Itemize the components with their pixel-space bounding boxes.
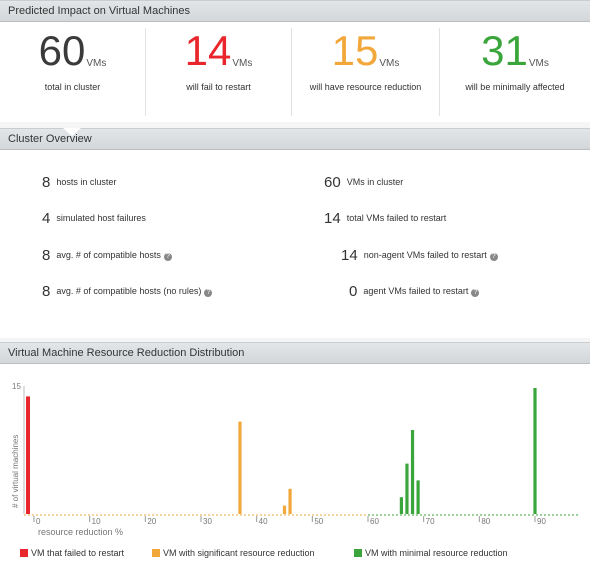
x-axis-label: resource reduction % bbox=[38, 527, 123, 537]
bar bbox=[405, 463, 409, 514]
bar bbox=[26, 396, 30, 514]
bar bbox=[533, 388, 537, 514]
overview-header-title: Cluster Overview bbox=[8, 133, 92, 145]
stat-non-agent-vms-failed: 14 non-agent VMs failed to restart? bbox=[341, 247, 498, 264]
legend-label: VM with significant resource reduction bbox=[163, 548, 315, 558]
legend-item-minimal: VM with minimal resource reduction bbox=[354, 548, 508, 558]
legend-item-failed: VM that failed to restart bbox=[20, 548, 124, 558]
stat-avg-compatible-hosts: 8 avg. # of compatible hosts? bbox=[42, 247, 172, 264]
distribution-panel: 0 10 20 30 40 50 60 70 80 90 15 resource reduction … bbox=[0, 364, 590, 577]
bar bbox=[282, 505, 287, 514]
impact-minimal-value: 31 bbox=[481, 27, 528, 74]
x-tick-label: 70 bbox=[426, 517, 435, 526]
legend-label: VM with minimal resource reduction bbox=[365, 548, 508, 558]
impact-total-desc: total in cluster bbox=[44, 82, 101, 92]
impact-divider bbox=[291, 28, 292, 116]
distribution-header-title: Virtual Machine Resource Reduction Distr… bbox=[8, 347, 245, 359]
impact-reduction-value: 15 bbox=[331, 27, 379, 74]
overview-header: Cluster Overview bbox=[0, 128, 590, 150]
y-axis-label: # of virtual machines bbox=[11, 435, 20, 508]
help-icon[interactable]: ? bbox=[204, 289, 213, 297]
stat-vms-in-cluster: 60 VMs in cluster bbox=[324, 174, 404, 191]
impact-fail: 14VMs will fail to restart bbox=[146, 22, 291, 118]
stat-total-vms-failed: 14 total VMs failed to restart bbox=[324, 210, 447, 227]
impact-minimal-desc: will be minimally affected bbox=[465, 82, 565, 92]
impact-divider bbox=[145, 28, 146, 116]
legend-swatch bbox=[354, 549, 362, 557]
overview-panel: 8 hosts in cluster 4 simulated host failur… bbox=[0, 150, 590, 338]
x-tick-label: 80 bbox=[481, 517, 490, 526]
legend-label: VM that failed to restart bbox=[31, 548, 125, 558]
impact-panel: 60VMs total in cluster 14VMs will fail t… bbox=[0, 22, 590, 122]
bar bbox=[399, 497, 403, 514]
impact-reduction-unit: VMs bbox=[379, 58, 400, 69]
stat-avg-compatible-hosts-no-rules: 8 avg. # of compatible hosts (no rules)? bbox=[42, 283, 213, 300]
impact-total-value: 60 bbox=[38, 27, 86, 74]
help-icon[interactable]: ? bbox=[163, 253, 172, 261]
impact-header-title: Predicted Impact on Virtual Machines bbox=[8, 5, 190, 17]
x-tick-label: 20 bbox=[147, 517, 156, 526]
help-icon[interactable]: ? bbox=[471, 289, 480, 297]
x-tick-label: 0 bbox=[36, 517, 41, 526]
impact-reduction-desc: will have resource reduction bbox=[309, 82, 422, 92]
legend-item-significant: VM with significant resource reduction bbox=[152, 548, 315, 558]
impact-total-unit: VMs bbox=[86, 58, 107, 69]
impact-total: 60VMs total in cluster bbox=[0, 22, 145, 118]
stat-agent-vms-failed: 0 agent VMs failed to restart? bbox=[349, 283, 480, 300]
stat-hosts-in-cluster: 8 hosts in cluster bbox=[42, 174, 117, 191]
impact-fail-unit: VMs bbox=[232, 58, 253, 69]
selected-cell-indicator bbox=[63, 128, 81, 136]
stat-simulated-host-failures: 4 simulated host failures bbox=[42, 210, 146, 227]
impact-fail-desc: will fail to restart bbox=[186, 82, 251, 92]
bar bbox=[238, 421, 242, 514]
impact-minimal: 31VMs will be minimally affected bbox=[440, 22, 590, 118]
legend-swatch bbox=[152, 549, 160, 557]
x-tick-label: 50 bbox=[314, 517, 323, 526]
x-tick-label: 40 bbox=[259, 517, 268, 526]
impact-divider bbox=[439, 28, 440, 116]
y-tick-label: 15 bbox=[12, 382, 21, 391]
x-tick-label: 30 bbox=[203, 517, 212, 526]
x-tick-label: 60 bbox=[370, 517, 379, 526]
x-tick-label: 10 bbox=[92, 517, 101, 526]
impact-fail-value: 14 bbox=[184, 27, 232, 74]
bar bbox=[288, 488, 292, 514]
impact-reduction: 15VMs will have resource reduction bbox=[292, 22, 439, 118]
legend-swatch bbox=[20, 549, 28, 557]
bar bbox=[410, 430, 415, 514]
impact-minimal-unit: VMs bbox=[528, 58, 549, 69]
impact-header: Predicted Impact on Virtual Machines bbox=[0, 0, 590, 22]
help-icon[interactable]: ? bbox=[489, 253, 498, 261]
x-tick-label: 90 bbox=[537, 517, 546, 526]
distribution-chart: 0 10 20 30 40 50 60 70 80 90 15 resource reduction … bbox=[11, 382, 580, 537]
bar bbox=[416, 480, 420, 514]
distribution-header: Virtual Machine Resource Reduction Distr… bbox=[0, 342, 590, 364]
